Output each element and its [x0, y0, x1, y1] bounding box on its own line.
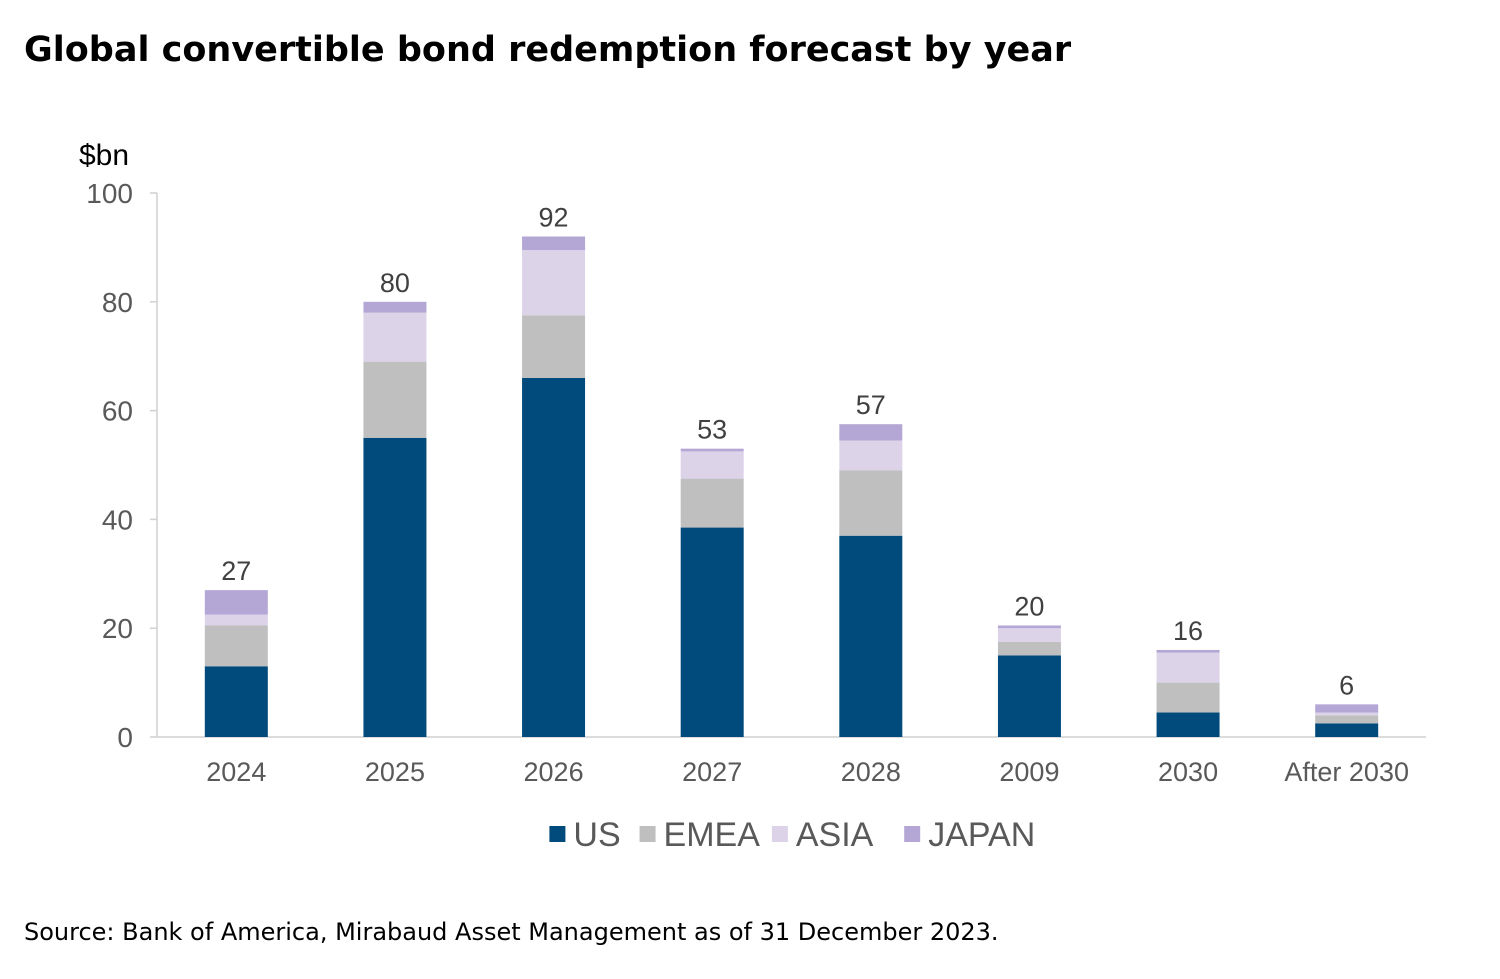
bar-total-label: 16	[1173, 616, 1203, 646]
bar-total-label: 80	[380, 268, 410, 298]
bar-segment-us	[839, 535, 903, 737]
legend-label-japan: JAPAN	[928, 816, 1035, 854]
legend-label-asia: ASIA	[796, 816, 874, 854]
bar-segment-emea	[680, 478, 744, 528]
stacked-bar-chart: $bn 0 20 40 60 80 100 27 2024 80 2025 92 2026 53 2027 5…	[79, 139, 1426, 854]
chart-title: Global convertible bond redemption forec…	[24, 30, 1072, 70]
x-tick-label: After 2030	[1284, 757, 1409, 787]
bar-total-label: 57	[856, 390, 886, 420]
chart-area: $bn 0 20 40 60 80 100 27 2024 80 2025 92 2026 53 2027 5…	[79, 139, 1426, 854]
bar-segment-emea	[1156, 682, 1220, 713]
bar-total-label: 92	[539, 203, 569, 233]
x-tick-label: 2009	[999, 757, 1059, 787]
bar-segment-emea	[997, 641, 1061, 656]
bar-segment-asia	[839, 440, 903, 471]
bar-segment-asia	[680, 451, 744, 479]
bar-segment-us	[204, 666, 268, 737]
y-tick-label: 100	[86, 178, 133, 209]
bar-segment-asia	[1315, 712, 1379, 716]
bar-segment-us	[1315, 723, 1379, 737]
bar-segment-japan	[522, 236, 586, 251]
y-axis-label: $bn	[79, 139, 129, 172]
source-note: Source: Bank of America, Mirabaud Asset …	[24, 918, 999, 946]
bar-segment-japan	[1156, 649, 1220, 653]
bar-segment-us	[997, 655, 1061, 737]
bar-segment-us	[1156, 712, 1220, 737]
legend-swatch-emea	[639, 826, 656, 842]
x-tick-label: 2027	[682, 757, 742, 787]
bar-segment-japan	[680, 448, 744, 452]
bar-segment-asia	[997, 628, 1061, 642]
bar-segment-asia	[363, 312, 427, 362]
bar-segment-japan	[363, 301, 427, 313]
bar-segment-japan	[839, 424, 903, 441]
bar-total-label: 6	[1339, 670, 1354, 700]
bar-segment-us	[363, 437, 427, 737]
legend-swatch-asia	[771, 826, 788, 842]
bar-segment-emea	[1315, 715, 1379, 724]
bar-total-label: 20	[1014, 591, 1044, 621]
bar-segment-japan	[1315, 704, 1379, 713]
bar-segment-asia	[1156, 652, 1220, 683]
x-tick-label: 2024	[206, 757, 266, 787]
y-tick-label: 60	[102, 396, 133, 427]
legend-swatch-japan	[904, 826, 921, 842]
bar-segment-emea	[839, 470, 903, 536]
legend-swatch-us	[549, 826, 566, 842]
bar-total-label: 53	[697, 415, 727, 445]
x-tick-label: 2025	[365, 757, 425, 787]
bar-segment-japan	[204, 590, 268, 615]
bar-segment-asia	[522, 250, 586, 316]
y-tick-label: 80	[102, 287, 133, 318]
x-tick-label: 2030	[1158, 757, 1218, 787]
bar-segment-japan	[997, 625, 1061, 629]
y-tick-label: 0	[117, 722, 133, 753]
bar-segment-us	[680, 527, 744, 737]
legend-label-us: US	[573, 816, 620, 854]
bar-segment-emea	[363, 361, 427, 438]
bar-segment-emea	[204, 625, 268, 667]
bar-segment-us	[522, 377, 586, 737]
bar-total-label: 27	[221, 556, 251, 586]
x-tick-label: 2026	[524, 757, 584, 787]
y-tick-label: 20	[102, 613, 133, 644]
bar-segment-emea	[522, 315, 586, 378]
x-tick-label: 2028	[841, 757, 901, 787]
y-tick-label: 40	[102, 504, 133, 535]
bar-segment-asia	[204, 614, 268, 626]
legend-label-emea: EMEA	[664, 816, 761, 854]
